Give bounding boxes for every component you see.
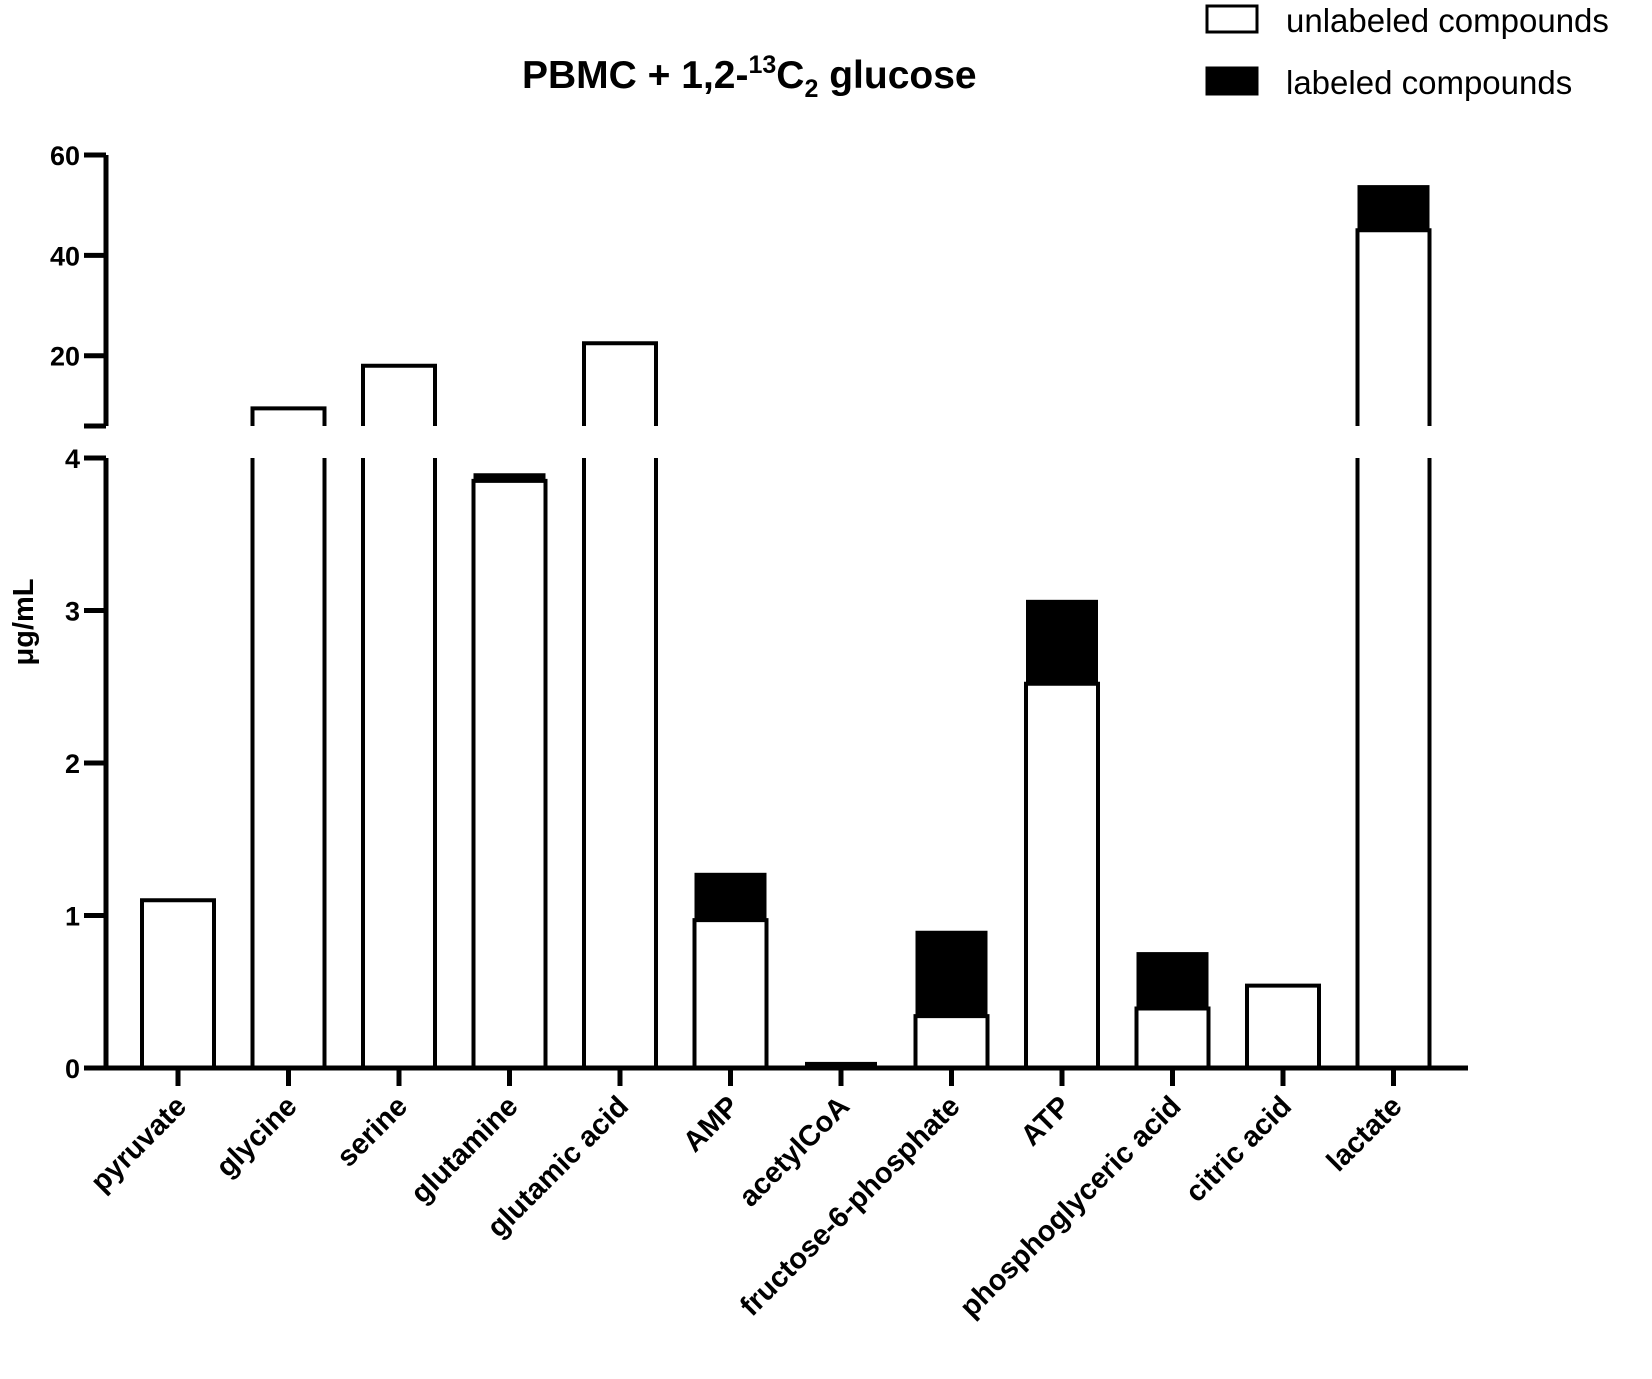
x-tick-label-1: glycine [210,1090,303,1183]
y-tick-label-upper-0: 20 [50,342,80,372]
title-sub: 2 [804,75,818,103]
x-tick-label-5: AMP [677,1090,745,1158]
bar-unlabeled-5 [692,918,769,1068]
x-tick-label-10: citric acid [1180,1090,1298,1208]
y-tick-label-lower-0: 0 [65,1054,80,1084]
y-tick-label-upper-1: 40 [50,241,80,271]
bar-labeled-3 [473,473,546,481]
x-tick-label-0: pyruvate [85,1090,193,1198]
title-mid: C [776,54,804,97]
bar-unlabeled-7 [913,1014,990,1068]
bar-unlabeled-lower-1 [250,458,327,1068]
bar-unlabeled-lower-4 [582,458,658,1068]
x-tick-label-6: acetylCoA [733,1090,856,1213]
y-tick-label-lower-4: 4 [65,444,80,474]
x-tick-label-9: phosphoglyceric acid [954,1090,1187,1323]
title-main: PBMC + 1,2- [522,54,748,97]
bar-unlabeled-lower-2 [361,458,437,1068]
bar-unlabeled-9 [1134,1006,1211,1068]
legend-label-unlabeled: unlabeled compounds [1286,2,1609,39]
bar-labeled-11 [1357,185,1430,231]
title-tail: glucose [818,54,976,97]
legend-swatch-labeled [1205,66,1259,96]
y-tick-label-upper-2: 60 [50,141,80,171]
bar-unlabeled-0 [140,898,216,1068]
chart-title: PBMC + 1,2-13C2 glucose [522,51,977,103]
bar-labeled-6 [805,1061,877,1068]
legend-label-labeled: labeled compounds [1286,64,1572,101]
legend: unlabeled compounds labeled compounds [1205,2,1609,101]
bar-unlabeled-3 [471,478,548,1068]
bar-labeled-7 [915,930,988,1017]
x-tick-label-8: ATP [1015,1090,1077,1152]
bar-unlabeled-upper-4 [582,341,658,426]
x-tick-label-2: serine [331,1090,414,1173]
bar-labeled-5 [694,872,767,921]
bar-unlabeled-upper-11 [1355,228,1432,426]
legend-swatch-unlabeled [1205,4,1259,34]
bar-labeled-9 [1136,952,1209,1009]
x-tick-label-11: lactate [1321,1090,1409,1178]
bar-unlabeled-10 [1245,983,1321,1068]
bar-labeled-8 [1026,599,1098,684]
bar-unlabeled-upper-1 [250,406,327,426]
y-axis-label: μg/mL [8,578,40,665]
bar-unlabeled-upper-2 [361,363,437,426]
bars [140,185,1432,1068]
y-tick-label-lower-3: 3 [65,597,80,627]
y-tick-label-lower-2: 2 [65,749,80,779]
y-tick-label-lower-1: 1 [65,902,80,932]
bar-unlabeled-lower-11 [1355,458,1432,1068]
x-tick-label-3: glutamine [405,1090,524,1209]
bar-unlabeled-8 [1024,681,1100,1068]
title-sup: 13 [748,51,776,79]
x-tick-label-7: fructose-6-phosphate [734,1090,966,1322]
